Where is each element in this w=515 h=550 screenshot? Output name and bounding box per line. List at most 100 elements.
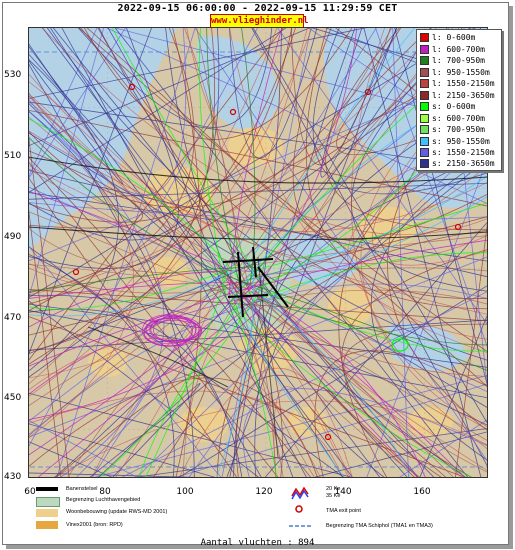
flight-track [28, 27, 438, 296]
flight-track [341, 249, 488, 478]
flight-track [28, 201, 62, 478]
legend-label: l: 2150-3650m [432, 90, 495, 100]
flight-track [254, 27, 356, 478]
flight-track [28, 27, 98, 180]
flight-track [347, 145, 488, 354]
flight-track [247, 27, 416, 266]
flight-track [28, 244, 222, 478]
flight-track [28, 52, 409, 478]
flight-track [246, 280, 488, 473]
y-tick-label: 430 [4, 472, 22, 482]
flight-track [371, 156, 488, 462]
flight-track [28, 294, 488, 426]
tma-exit-point [128, 83, 136, 91]
flight-track [229, 27, 282, 478]
housing-swatch [36, 509, 58, 517]
flight-track [111, 27, 261, 281]
legend-label: s: 950-1550m [432, 136, 490, 146]
flight-track [28, 27, 297, 366]
flight-track [28, 310, 488, 399]
flight-track [178, 367, 353, 478]
flight-track [28, 70, 488, 423]
legend-swatch [420, 79, 429, 88]
legend-entry: s: 0-600m [420, 101, 475, 112]
flight-track [28, 263, 137, 379]
time-range-title: 2022-09-15 06:00:00 - 2022-09-15 11:29:5… [117, 3, 398, 14]
noise-contour-icon [291, 486, 309, 500]
flight-track [228, 27, 283, 302]
runway [252, 246, 257, 278]
flight-track [60, 27, 308, 478]
runway [257, 266, 289, 308]
flight-track [91, 27, 378, 478]
flight-track [77, 27, 273, 128]
flight-track [229, 27, 488, 340]
flight-track [233, 302, 278, 478]
flight-track [28, 283, 261, 367]
flight-track [312, 27, 488, 195]
holding-pattern [146, 315, 194, 345]
flight-track [230, 286, 346, 478]
flight-track [28, 71, 488, 262]
map-border [28, 27, 488, 478]
flight-track [28, 169, 488, 278]
flight-track [28, 116, 134, 439]
legend-label: s: 600-700m [432, 113, 485, 123]
flight-track [144, 269, 229, 478]
flight-track [28, 27, 187, 195]
lake-noord-holland [197, 36, 279, 130]
flight-track [216, 230, 488, 478]
flight-track [363, 27, 482, 478]
flight-track [226, 275, 316, 478]
flight-track [28, 304, 265, 421]
flight-track [28, 282, 253, 299]
legend-label: l: 700-950m [432, 56, 485, 65]
flight-track [198, 27, 227, 299]
flight-track [28, 101, 488, 170]
flight-track [28, 27, 285, 362]
altitude-legend: l: 0-600m l: 600-700m l: 700-950m l: 950… [416, 29, 502, 171]
legend-label: s: 1550-2150m [432, 148, 495, 157]
airport-boundary-label: Begrenzing Luchthavengebied [66, 497, 141, 503]
flight-track [343, 323, 488, 478]
flight-track [28, 337, 322, 478]
flight-track [196, 27, 250, 291]
flight-track [227, 291, 422, 478]
flight-track [206, 27, 240, 284]
flight-track [235, 27, 393, 272]
flight-track [28, 46, 488, 379]
map-key: Banenstelsel Begrenzing Luchthavengebied… [28, 482, 488, 538]
flight-track [28, 270, 251, 328]
tma-exit-point [364, 88, 372, 96]
vinex-swatch [36, 521, 58, 529]
legend-swatch [420, 113, 429, 123]
flight-track [351, 27, 488, 431]
flight-track [28, 58, 119, 373]
flight-track [186, 27, 488, 450]
flight-track [28, 288, 227, 407]
flight-track [28, 279, 261, 457]
flight-track [135, 135, 488, 478]
flight-track [265, 291, 488, 352]
urban-area [143, 167, 213, 217]
flight-track [125, 27, 294, 478]
flight-track [77, 27, 488, 353]
legend-label: l: 0-600m [432, 33, 476, 42]
flight-track [257, 256, 279, 458]
flight-track [28, 150, 143, 229]
tma-exit-point [324, 433, 332, 441]
flight-track [259, 202, 488, 270]
flight-track [53, 400, 488, 478]
flight-track [276, 27, 488, 326]
x-tick-label: 120 [255, 487, 273, 497]
flight-track [28, 27, 179, 269]
y-tick-label: 450 [4, 393, 22, 403]
tma-exit-point [229, 108, 237, 116]
tma-exit-label: TMA exit point [326, 508, 361, 514]
runway-label: Banenstelsel [66, 486, 98, 492]
flight-track [305, 27, 488, 300]
tma-exit-point-icon [295, 505, 303, 513]
flight-track [54, 375, 207, 478]
flight-track [28, 226, 488, 241]
flight-track [290, 27, 392, 165]
